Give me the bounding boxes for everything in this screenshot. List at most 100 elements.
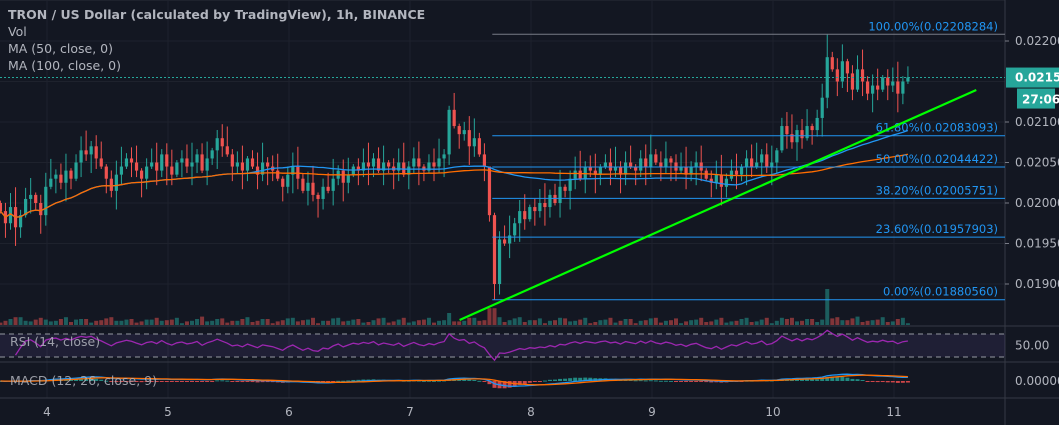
study-vol[interactable]: Vol [8, 24, 27, 39]
volume-bar [260, 319, 265, 325]
volume-bar [220, 318, 225, 325]
volume-bar [331, 318, 336, 325]
volume-bar [608, 317, 613, 325]
volume-bar [386, 322, 391, 325]
volume-bar [265, 319, 270, 325]
volume-bar [210, 320, 215, 325]
candle-body [225, 146, 229, 155]
candle-body [568, 178, 572, 191]
macd-hist-bar [840, 377, 845, 381]
price-axis-label: 0.02200000 [1015, 34, 1059, 48]
time-axis-label: 10 [765, 405, 780, 419]
macd-hist-bar [704, 381, 709, 383]
candle-body [89, 146, 93, 155]
macd-legend[interactable]: MACD (12, 26, close, 9) [10, 373, 157, 388]
candle-body [432, 162, 436, 167]
volume-bar [805, 319, 810, 325]
volume-bar [860, 322, 865, 325]
candle-body [64, 170, 68, 183]
volume-bar [79, 319, 84, 325]
candle-body [356, 166, 360, 171]
candle-body [361, 162, 366, 171]
candle-body [800, 130, 804, 139]
candle-body [497, 239, 502, 284]
volume-bar [18, 317, 23, 325]
candle-body [457, 126, 461, 135]
candle-body [644, 158, 648, 167]
volume-bar [68, 322, 73, 325]
macd-hist-bar [547, 379, 552, 381]
macd-hist-bar [154, 381, 159, 382]
candle-body [487, 166, 492, 216]
volume-bar [699, 317, 704, 325]
study-ma100[interactable]: MA (100, close, 0) [8, 58, 121, 73]
volume-bar [754, 321, 759, 325]
candle-body [371, 158, 376, 167]
candle-body [593, 170, 597, 175]
rsi-band [0, 334, 1005, 357]
macd-hist-bar [875, 381, 880, 383]
macd-hist-bar [673, 381, 678, 382]
candle-body [281, 178, 285, 187]
volume-bar [235, 320, 240, 325]
macd-hist-bar [820, 378, 825, 381]
volume-bar [603, 319, 608, 325]
candle-body [815, 117, 819, 131]
candle-body [618, 166, 623, 175]
macd-hist-bar [694, 381, 699, 382]
symbol-title[interactable]: TRON / US Dollar (calculated by TradingV… [8, 7, 426, 22]
candle-body [240, 162, 245, 171]
candle-body [407, 166, 411, 175]
countdown-label: 27:06 [1022, 93, 1059, 107]
macd-hist-bar [472, 379, 477, 381]
macd-hist-bar [658, 380, 663, 382]
macd-hist-bar [825, 376, 830, 381]
volume-bar [3, 320, 8, 325]
volume-bar [653, 317, 658, 325]
volume-bar [482, 320, 487, 325]
volume-bar [467, 317, 472, 325]
macd-hist-bar [139, 381, 144, 383]
macd-hist-bar [189, 381, 194, 382]
volume-bar [346, 320, 351, 325]
candle-body [79, 150, 83, 163]
volume-bar [154, 317, 159, 325]
candle-body [220, 138, 224, 147]
candle-body [190, 162, 194, 167]
macd-hist-bar [699, 381, 704, 382]
volume-bar [205, 321, 210, 325]
macd-hist-bar [643, 380, 648, 382]
volume-bar [295, 321, 300, 325]
time-axis-label: 7 [406, 405, 414, 419]
candle-body [427, 162, 431, 171]
candle-body [260, 162, 265, 175]
candle-body [629, 162, 633, 167]
macd-hist-bar [653, 380, 658, 382]
rsi-legend[interactable]: RSI (14, close) [10, 334, 101, 349]
macd-hist-bar [542, 380, 547, 382]
volume-bar [724, 322, 729, 325]
volume-bar [679, 323, 684, 325]
volume-bar [704, 322, 709, 325]
macd-hist-bar [860, 379, 865, 381]
study-ma50[interactable]: MA (50, close, 0) [8, 41, 114, 56]
macd-hist-bar [668, 380, 673, 382]
candle-body [44, 186, 48, 216]
volume-bar [159, 320, 164, 325]
candle-body [760, 154, 764, 163]
candle-body [623, 162, 628, 175]
candle-body [306, 182, 310, 191]
volume-bar [179, 323, 184, 325]
candle-body [291, 166, 295, 175]
macd-hist-bar [159, 381, 164, 382]
candle-body [381, 162, 386, 171]
candle-body [119, 166, 124, 175]
candle-body [316, 194, 320, 199]
volume-bar [129, 319, 134, 325]
volume-bar [613, 322, 618, 325]
macd-hist-bar [174, 381, 179, 382]
macd-hist-bar [361, 379, 366, 381]
candle-body [341, 170, 345, 183]
candle-body [18, 215, 23, 228]
